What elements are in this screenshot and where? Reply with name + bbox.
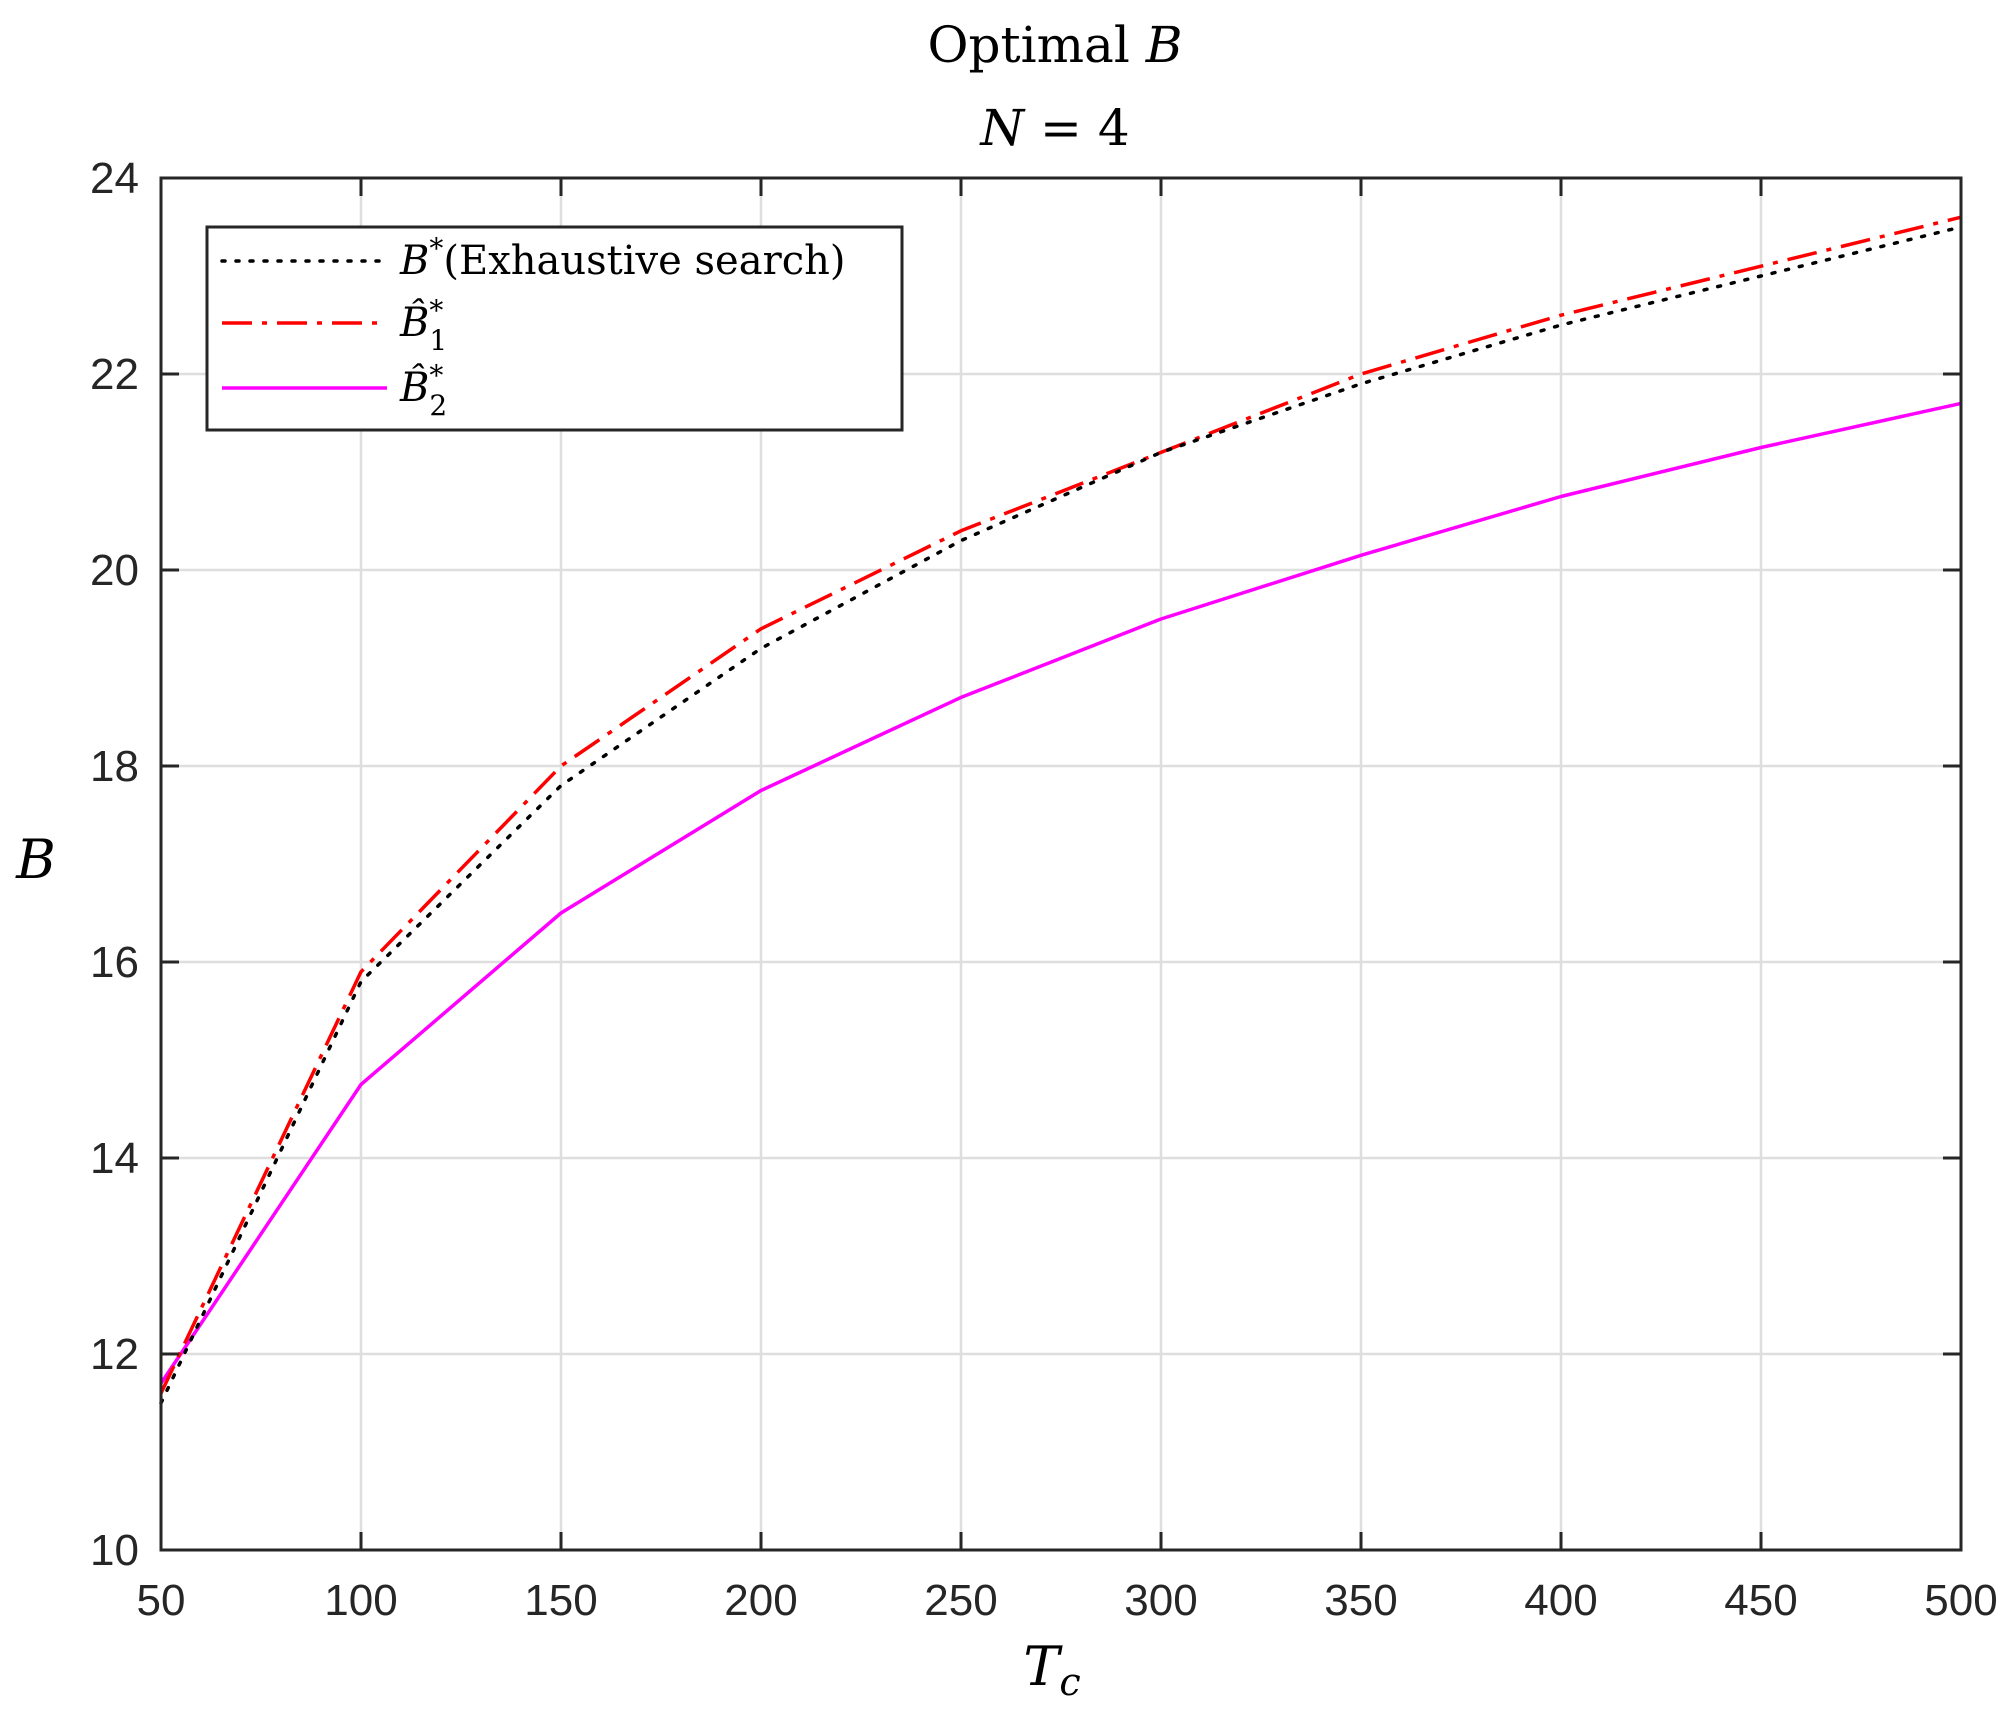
x-axis-title: Tc <box>1023 1635 1080 1704</box>
legend: B*(Exhaustive search) B̂* 1 B̂* 2 <box>205 225 904 432</box>
y-tick-label: 10 <box>90 1526 139 1575</box>
x-tick-label: 300 <box>1124 1576 1197 1625</box>
series-layer <box>159 215 1963 1405</box>
x-tick-label: 400 <box>1524 1576 1597 1625</box>
y-axis-title: B <box>15 828 56 891</box>
x-tick-label: 450 <box>1724 1576 1797 1625</box>
x-tick-label: 350 <box>1324 1576 1397 1625</box>
legend-label-b2-hat: B̂* 2 <box>399 359 447 422</box>
legend-label-b1-hat: B̂* 1 <box>399 294 447 357</box>
x-tick-label: 250 <box>924 1576 997 1625</box>
y-tick-label: 24 <box>90 154 139 203</box>
axis-tick-labels: 50 100 150 200 250 300 350 400 450 500 10 12 14 16 18 2… <box>90 154 1998 1625</box>
x-tick-label: 100 <box>324 1576 397 1625</box>
chart-title: Optimal B <box>928 16 1183 74</box>
y-tick-label: 22 <box>90 350 139 399</box>
y-tick-label: 18 <box>90 742 139 791</box>
series-line-b1-hat <box>159 215 1962 1394</box>
y-tick-label: 20 <box>90 546 139 595</box>
plot-area-frame <box>159 176 1963 1552</box>
x-tick-label: 500 <box>1924 1576 1997 1625</box>
x-tick-label: 200 <box>724 1576 797 1625</box>
series-line-exhaustive <box>159 225 1963 1405</box>
legend-label-exhaustive: B*(Exhaustive search) <box>399 232 845 284</box>
y-tick-label: 14 <box>90 1134 139 1183</box>
axis-ticks <box>159 176 1963 1552</box>
chart-subtitle: N = 4 <box>979 99 1129 157</box>
y-tick-label: 12 <box>90 1330 139 1379</box>
x-tick-label: 150 <box>524 1576 597 1625</box>
series-line-b2-hat <box>159 401 1962 1385</box>
x-tick-label: 50 <box>137 1576 186 1625</box>
y-tick-label: 16 <box>90 938 139 987</box>
